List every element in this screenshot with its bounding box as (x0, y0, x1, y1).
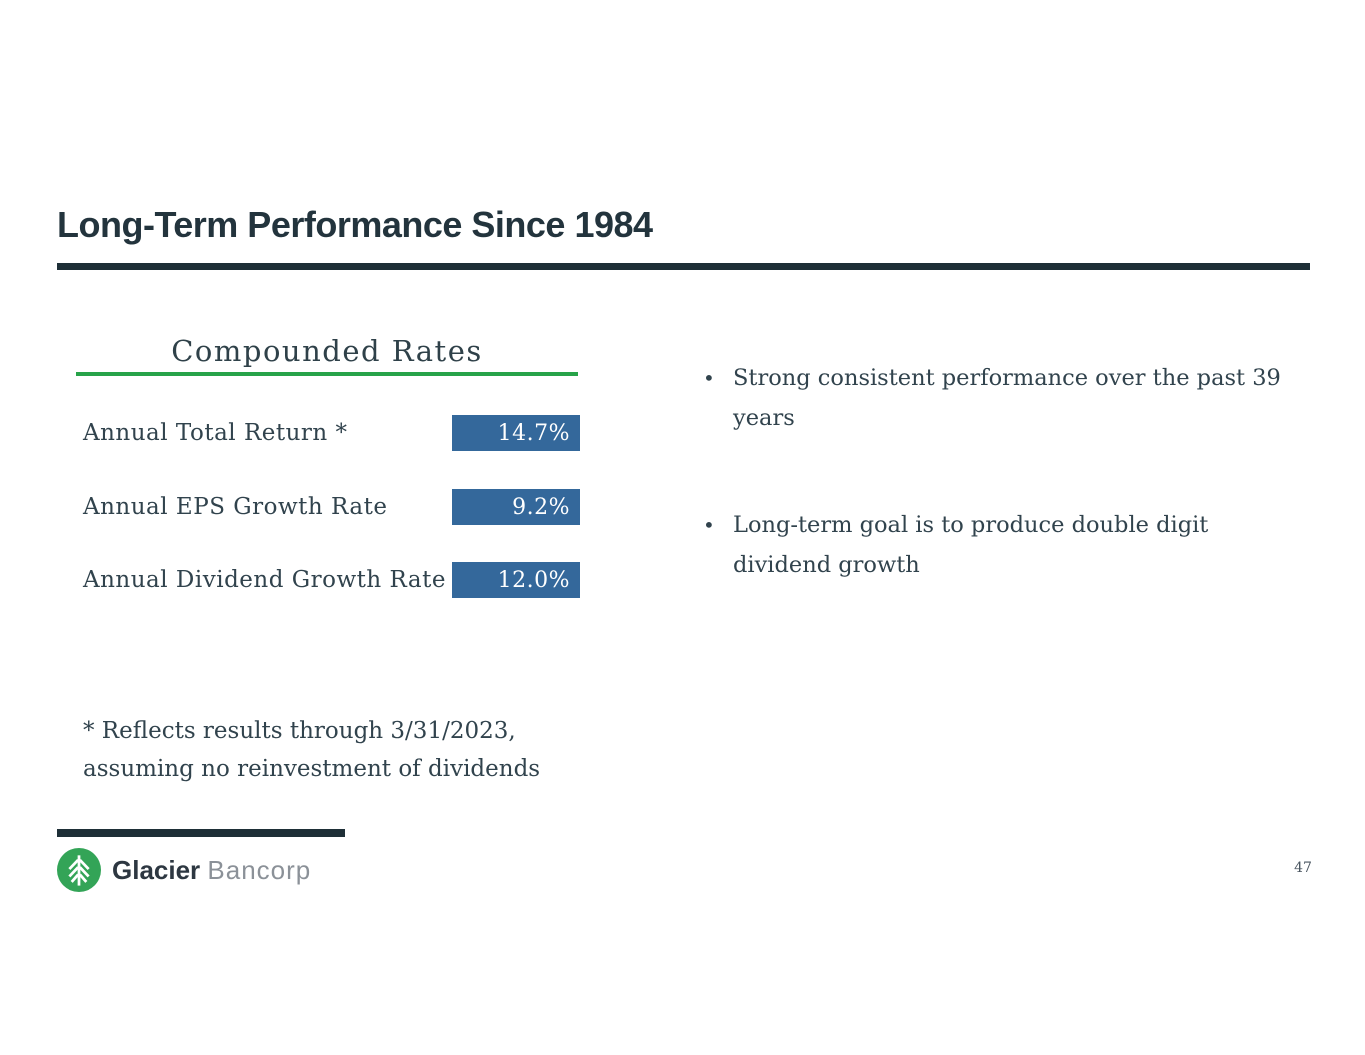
rate-label: Annual EPS Growth Rate (83, 494, 388, 520)
pine-tree-icon (57, 848, 101, 892)
logo-wordmark: Glacier Bancorp (112, 855, 311, 886)
rate-row-annual-total-return: Annual Total Return * 14.7% (83, 415, 580, 451)
footer-accent-bar (57, 829, 345, 837)
rate-row-annual-eps-growth: Annual EPS Growth Rate 9.2% (83, 489, 580, 525)
logo-brand-light: Bancorp (207, 854, 312, 885)
rate-value-box: 9.2% (452, 489, 580, 525)
bullet-text: Strong consistent performance over the p… (733, 365, 1281, 431)
glacier-bancorp-logo: Glacier Bancorp (57, 848, 311, 892)
rate-label: Annual Dividend Growth Rate (83, 567, 446, 593)
bullet-icon: • (703, 366, 715, 390)
rate-row-annual-dividend-growth: Annual Dividend Growth Rate 12.0% (83, 562, 580, 598)
list-item: • Strong consistent performance over the… (703, 358, 1303, 438)
rate-value-box: 14.7% (452, 415, 580, 451)
bullet-icon: • (703, 513, 715, 537)
compounded-rates-heading: Compounded Rates (171, 334, 483, 368)
list-item: • Long-term goal is to produce double di… (703, 505, 1303, 585)
slide-title: Long-Term Performance Since 1984 (57, 204, 653, 245)
logo-brand-bold: Glacier (112, 854, 201, 885)
footnote: * Reflects results through 3/31/2023, as… (83, 712, 540, 788)
footnote-line-1: * Reflects results through 3/31/2023, (83, 718, 516, 744)
title-divider (57, 263, 1310, 270)
green-underline (76, 372, 578, 376)
bullet-list: • Strong consistent performance over the… (703, 358, 1303, 652)
footnote-line-2: assuming no reinvestment of dividends (83, 756, 541, 782)
page-number: 47 (1294, 860, 1312, 876)
rate-value-box: 12.0% (452, 562, 580, 598)
bullet-text: Long-term goal is to produce double digi… (733, 512, 1209, 578)
rate-label: Annual Total Return * (83, 420, 348, 446)
